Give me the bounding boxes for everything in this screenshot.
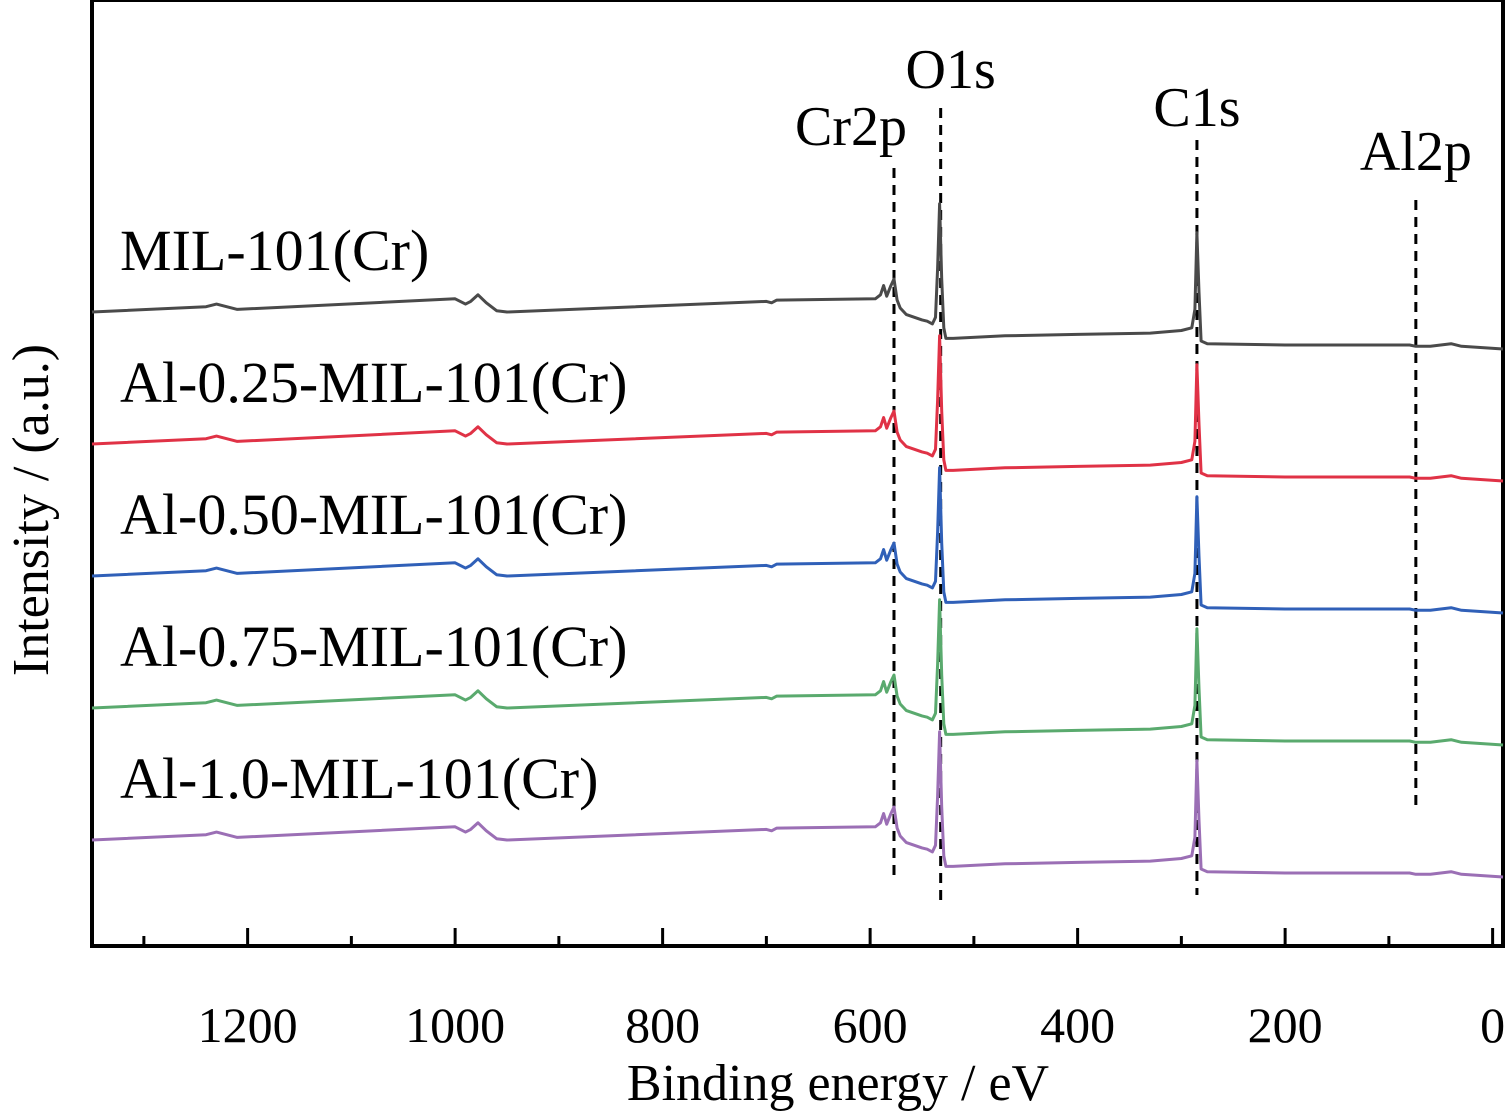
peak-label-c1s: C1s [1153, 77, 1240, 139]
x-tick-label: 800 [625, 997, 700, 1053]
x-axis-title: Binding energy / eV [627, 1055, 1049, 1112]
spectra [91, 202, 1504, 879]
y-axis-title: Intensity / (a.u.) [3, 344, 60, 676]
series-label-4: Al-1.0-MIL-101(Cr) [120, 746, 598, 811]
x-tick-label: 200 [1248, 997, 1323, 1053]
peak-label-o1s: O1s [906, 39, 996, 101]
peak-label-cr2p: Cr2p [795, 96, 907, 158]
series-label-3: Al-0.75-MIL-101(Cr) [120, 614, 627, 679]
series-line-3 [91, 598, 1504, 747]
x-tick-label: 600 [833, 997, 908, 1053]
series-label-1: Al-0.25-MIL-101(Cr) [120, 350, 627, 415]
peak-label-al2p: Al2p [1360, 121, 1472, 183]
x-tick-label: 400 [1040, 997, 1115, 1053]
plot-frame [90, 0, 1505, 948]
series-line-4 [91, 730, 1504, 879]
x-tick-label: 0 [1480, 997, 1505, 1053]
x-tick-label: 1200 [198, 997, 298, 1053]
series-label-0: MIL-101(Cr) [120, 218, 429, 283]
series-line-1 [91, 334, 1504, 483]
series-label-2: Al-0.50-MIL-101(Cr) [120, 482, 627, 547]
x-axis: 1200 1000 800 600 400 200 0 [142, 928, 1505, 1053]
series-line-0 [91, 202, 1504, 351]
series-line-2 [91, 466, 1504, 615]
series-labels: MIL-101(Cr) Al-0.25-MIL-101(Cr) Al-0.50-MI… [120, 218, 627, 811]
x-tick-label: 1000 [405, 997, 505, 1053]
